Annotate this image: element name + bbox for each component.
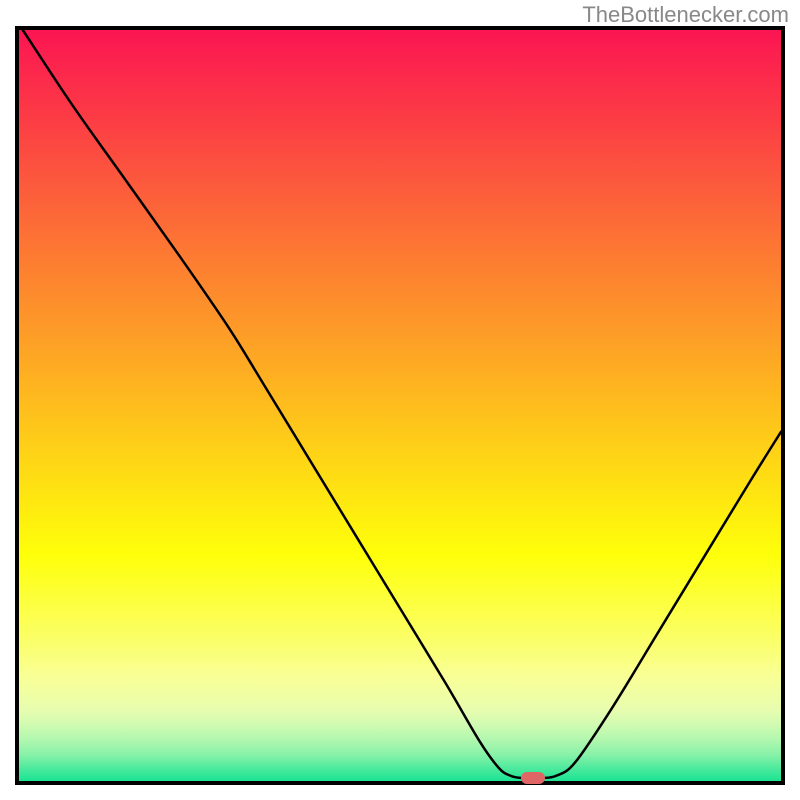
watermark-text: TheBottlenecker.com [582, 2, 789, 28]
plot-area [15, 26, 785, 785]
optimal-point-marker [521, 772, 545, 784]
chart-container: TheBottlenecker.com [0, 0, 800, 800]
plot-svg [15, 26, 785, 785]
